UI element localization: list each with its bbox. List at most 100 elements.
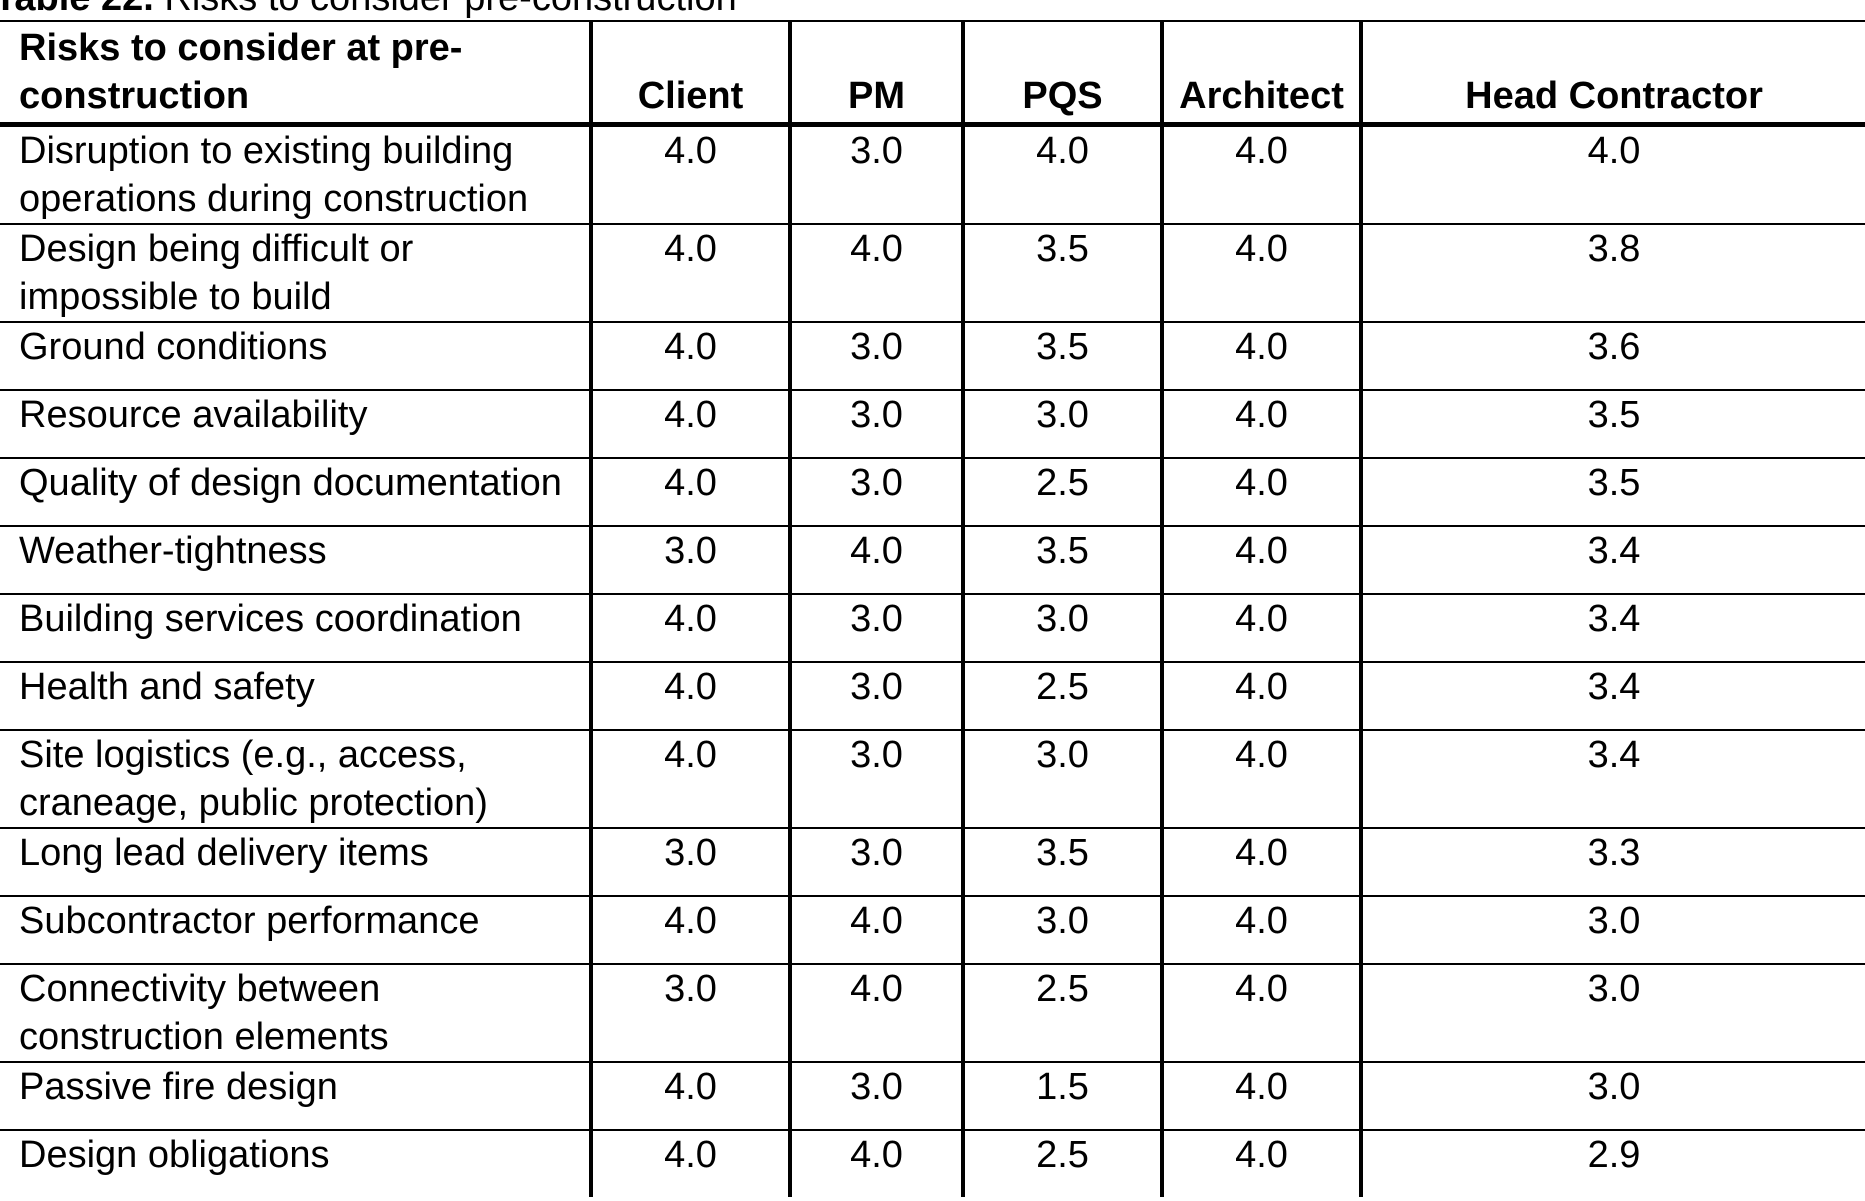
architect-value: 4.0 <box>1160 322 1361 391</box>
client-value: 3.0 <box>589 828 790 897</box>
pm-value: 3.0 <box>788 730 963 829</box>
pqs-value: 2.5 <box>961 1130 1162 1197</box>
table-row: Site logistics (e.g., access, craneage, … <box>0 730 1865 829</box>
pm-value: 4.0 <box>788 224 963 323</box>
architect-value: 4.0 <box>1160 124 1361 225</box>
risk-label: Quality of design documentation <box>0 458 591 527</box>
architect-value: 4.0 <box>1160 1130 1361 1197</box>
head-contractor-value: 3.4 <box>1359 526 1865 595</box>
client-value: 3.0 <box>589 964 790 1063</box>
client-value: 4.0 <box>589 896 790 965</box>
table-row: Health and safety 4.0 3.0 2.5 4.0 3.4 <box>0 662 1865 731</box>
architect-value: 4.0 <box>1160 828 1361 897</box>
pm-value: 4.0 <box>788 896 963 965</box>
pqs-value: 1.5 <box>961 1062 1162 1131</box>
head-contractor-value: 3.5 <box>1359 390 1865 459</box>
pm-value: 3.0 <box>788 124 963 225</box>
pqs-value: 4.0 <box>961 124 1162 225</box>
architect-value: 4.0 <box>1160 896 1361 965</box>
head-contractor-value: 3.4 <box>1359 662 1865 731</box>
pqs-value: 2.5 <box>961 458 1162 527</box>
pqs-value: 3.0 <box>961 896 1162 965</box>
table-row: Ground conditions 4.0 3.0 3.5 4.0 3.6 <box>0 322 1865 391</box>
table-caption: Table 22. Risks to consider pre-construc… <box>0 0 737 18</box>
caption-label: Table 22. <box>0 0 154 19</box>
client-value: 4.0 <box>589 224 790 323</box>
pqs-value: 3.5 <box>961 828 1162 897</box>
column-header-risk: Risks to consider at pre-construction <box>0 20 591 127</box>
architect-value: 4.0 <box>1160 662 1361 731</box>
risk-label: Resource availability <box>0 390 591 459</box>
client-value: 4.0 <box>589 458 790 527</box>
pm-value: 4.0 <box>788 1130 963 1197</box>
head-contractor-value: 2.9 <box>1359 1130 1865 1197</box>
risk-label: Site logistics (e.g., access, craneage, … <box>0 730 591 829</box>
head-contractor-value: 3.0 <box>1359 896 1865 965</box>
head-contractor-value: 3.3 <box>1359 828 1865 897</box>
client-value: 3.0 <box>589 526 790 595</box>
column-header-pqs: PQS <box>961 20 1162 127</box>
pm-value: 3.0 <box>788 390 963 459</box>
pqs-value: 3.5 <box>961 322 1162 391</box>
column-header-head-contractor: Head Contractor <box>1359 20 1865 127</box>
risk-label: Subcontractor performance <box>0 896 591 965</box>
risk-label: Ground conditions <box>0 322 591 391</box>
client-value: 4.0 <box>589 390 790 459</box>
pqs-value: 2.5 <box>961 964 1162 1063</box>
client-value: 4.0 <box>589 1062 790 1131</box>
risk-label: Long lead delivery items <box>0 828 591 897</box>
pqs-value: 3.0 <box>961 390 1162 459</box>
pqs-value: 3.0 <box>961 730 1162 829</box>
table-row: Long lead delivery items 3.0 3.0 3.5 4.0… <box>0 828 1865 897</box>
architect-value: 4.0 <box>1160 1062 1361 1131</box>
head-contractor-value: 3.8 <box>1359 224 1865 323</box>
client-value: 4.0 <box>589 730 790 829</box>
client-value: 4.0 <box>589 124 790 225</box>
pm-value: 3.0 <box>788 458 963 527</box>
table-row: Disruption to existing building operatio… <box>0 124 1865 225</box>
head-contractor-value: 3.4 <box>1359 730 1865 829</box>
head-contractor-value: 3.6 <box>1359 322 1865 391</box>
head-contractor-value: 3.0 <box>1359 1062 1865 1131</box>
architect-value: 4.0 <box>1160 964 1361 1063</box>
risk-label: Design obligations <box>19 1134 330 1176</box>
pqs-value: 3.0 <box>961 594 1162 663</box>
architect-value: 4.0 <box>1160 458 1361 527</box>
architect-value: 4.0 <box>1160 594 1361 663</box>
table-row: Subcontractor performance 4.0 4.0 3.0 4.… <box>0 896 1865 965</box>
risk-label: Design being difficult or impossible to … <box>0 224 591 323</box>
head-contractor-value: 3.5 <box>1359 458 1865 527</box>
pm-value: 3.0 <box>788 594 963 663</box>
risk-label: Passive fire design <box>0 1062 591 1131</box>
risk-label: Connectivity between construction elemen… <box>0 964 591 1063</box>
pqs-value: 3.5 <box>961 526 1162 595</box>
client-value: 4.0 <box>589 662 790 731</box>
risk-label: Weather-tightness <box>0 526 591 595</box>
pm-value: 3.0 <box>788 1062 963 1131</box>
table-row: Building services coordination 4.0 3.0 3… <box>0 594 1865 663</box>
risk-label: Health and safety <box>0 662 591 731</box>
client-value: 4.0 <box>589 322 790 391</box>
pm-value: 4.0 <box>788 526 963 595</box>
caption-text: Risks to consider pre-construction <box>154 0 736 19</box>
head-contractor-value: 3.0 <box>1359 964 1865 1063</box>
architect-value: 4.0 <box>1160 526 1361 595</box>
head-contractor-value: 4.0 <box>1359 124 1865 225</box>
pqs-value: 3.5 <box>961 224 1162 323</box>
table-row: Weather-tightness 3.0 4.0 3.5 4.0 3.4 <box>0 526 1865 595</box>
pm-value: 3.0 <box>788 828 963 897</box>
client-value: 4.0 <box>589 594 790 663</box>
pqs-value: 2.5 <box>961 662 1162 731</box>
table-header-row: Risks to consider at pre-construction Cl… <box>0 20 1865 127</box>
pm-value: 3.0 <box>788 322 963 391</box>
table-row: Resource availability 4.0 3.0 3.0 4.0 3.… <box>0 390 1865 459</box>
architect-value: 4.0 <box>1160 730 1361 829</box>
pm-value: 3.0 <box>788 662 963 731</box>
table-row: Design being difficult or impossible to … <box>0 224 1865 323</box>
risk-label: Disruption to existing building operatio… <box>0 124 591 225</box>
risk-label: Building services coordination <box>0 594 591 663</box>
table-row: Design obligations 4.0 4.0 2.5 4.0 2.9 <box>0 1130 1865 1197</box>
risk-table: Risks to consider at pre-construction Cl… <box>0 20 1865 1197</box>
column-header-pm: PM <box>788 20 963 127</box>
pm-value: 4.0 <box>788 964 963 1063</box>
